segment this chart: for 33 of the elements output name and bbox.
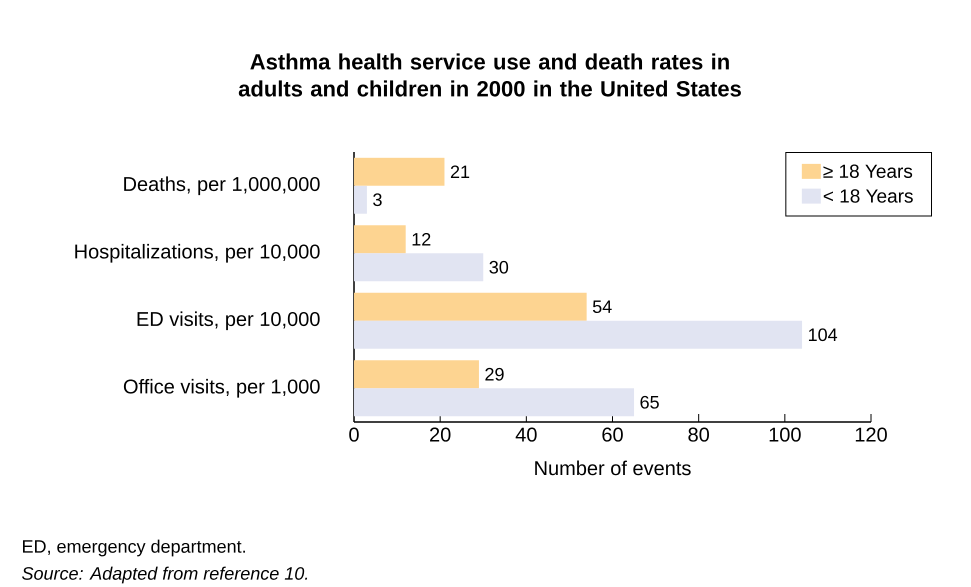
y-tick-label: Deaths, per 1,000,000 [124, 176, 320, 196]
y-tick-label: Hospitalizations, per 10,000 [75, 244, 320, 263]
data-label: 3 [373, 194, 382, 206]
bar [354, 292, 587, 321]
y-tick-label: Office visits, per 1,000 [124, 379, 320, 398]
x-tick-label: 80 [688, 428, 710, 442]
legend-label: < 18 Years [824, 189, 913, 203]
bar [354, 225, 406, 254]
x-tick-label: 100 [770, 428, 801, 442]
x-axis-title: Number of events [535, 460, 691, 476]
x-tick-label: 60 [602, 428, 623, 442]
bar [354, 186, 367, 214]
bar [354, 253, 484, 282]
legend-label: ≥ 18 Years [823, 164, 912, 178]
bar [354, 360, 479, 388]
data-label: 21 [450, 166, 470, 178]
x-tick-label: 120 [856, 428, 887, 442]
x-tick-label: 20 [430, 428, 451, 442]
data-label: 65 [640, 396, 659, 409]
data-label: 54 [592, 300, 612, 314]
bar [354, 158, 444, 186]
text: ED, emergency department. [23, 540, 245, 557]
y-tick-label: ED visits, per 10,000 [138, 312, 320, 330]
x-tick-label: 0 [349, 428, 359, 442]
chart-title: Asthma health service use and death rates in adults and children in 2000 in the United States [238, 54, 741, 97]
data-label: 29 [485, 368, 504, 381]
source-note: Source: Adapted from reference 10. [22, 566, 308, 584]
bar [354, 320, 802, 349]
x-tick-label: 40 [516, 428, 537, 442]
data-label: 12 [412, 233, 430, 246]
data-label: 30 [489, 261, 508, 274]
bar [354, 388, 634, 416]
data-label: 104 [808, 328, 838, 342]
